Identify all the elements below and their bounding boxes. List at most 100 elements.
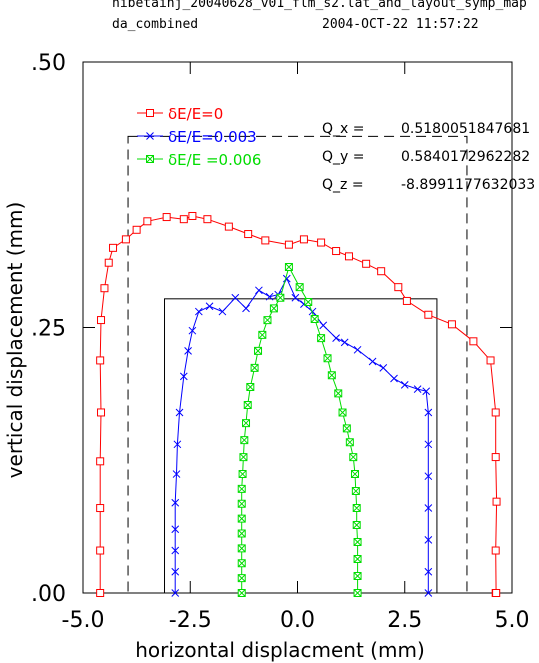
tune-value: 0.5180051847681 (401, 121, 530, 137)
data-point (237, 514, 246, 523)
data-point (353, 555, 362, 564)
data-point (173, 440, 182, 449)
data-point (344, 252, 353, 261)
series-1 (171, 274, 433, 597)
data-point (179, 215, 188, 224)
data-point (237, 589, 246, 597)
data-point (171, 589, 180, 597)
data-point (269, 304, 278, 313)
data-point (319, 321, 328, 330)
data-point (353, 589, 362, 597)
data-point (258, 330, 267, 339)
data-point (353, 538, 362, 547)
data-point (203, 215, 212, 224)
data-point (172, 470, 181, 478)
data-point (96, 589, 105, 597)
data-point (424, 536, 433, 544)
data-point (132, 225, 141, 234)
data-point (317, 238, 326, 247)
data-point (188, 211, 197, 220)
series-line (241, 265, 359, 593)
data-point (121, 235, 130, 244)
data-point (237, 574, 246, 583)
data-point (143, 217, 152, 226)
data-point (317, 334, 326, 343)
data-point (334, 389, 343, 398)
inner-aperture-box (164, 298, 438, 594)
data-point (254, 346, 263, 355)
data-point (345, 438, 354, 447)
y-tick-label: .50 (31, 51, 66, 76)
data-point (422, 387, 431, 396)
data-point (402, 296, 411, 305)
data-point (362, 259, 371, 268)
series-2 (237, 262, 362, 597)
tune-label: Q_x = (322, 121, 365, 137)
data-point (237, 484, 246, 493)
data-point (332, 247, 341, 256)
data-point (424, 567, 433, 576)
data-point (242, 304, 250, 313)
data-point (97, 316, 106, 325)
data-point (327, 371, 336, 380)
x-axis-label: horizontal displacment (mm) (135, 638, 425, 662)
data-point (146, 132, 154, 140)
data-point (353, 572, 362, 581)
data-point (400, 380, 409, 389)
series-0 (96, 211, 501, 597)
data-point (282, 274, 291, 283)
plot-frame (82, 61, 513, 594)
data-point (340, 338, 349, 347)
data-point (491, 408, 500, 417)
data-point (424, 472, 433, 481)
data-point (237, 559, 246, 568)
y-tick-label: .00 (31, 582, 66, 607)
tune-value: 0.5840172962282 (401, 149, 530, 165)
data-point (295, 283, 304, 292)
data-point (291, 293, 300, 302)
data-point (379, 364, 388, 372)
data-point (97, 408, 106, 417)
header-timestamp: 2004-OCT-22 11:57:22 (322, 17, 479, 32)
legend-label: δE/E =0.006 (168, 151, 261, 169)
data-point (194, 307, 203, 316)
x-tick-label: 5.0 (495, 608, 530, 633)
data-point (179, 372, 188, 381)
data-point (96, 457, 105, 466)
data-point (424, 589, 433, 597)
data-point (390, 374, 398, 383)
data-point (469, 337, 478, 346)
data-point (310, 315, 319, 324)
data-point (299, 235, 308, 244)
data-point (424, 310, 433, 319)
data-point (104, 258, 113, 267)
data-point (231, 293, 240, 302)
legend-label: δE/E=0 (168, 105, 223, 123)
data-point (486, 356, 495, 365)
data-point (96, 356, 105, 365)
tune-value: -8.8991177632033 (401, 177, 535, 193)
data-point (240, 436, 249, 445)
series-group (96, 211, 501, 597)
data-point (205, 302, 214, 311)
data-point (175, 408, 184, 417)
series-line (99, 215, 498, 594)
data-point (492, 497, 501, 506)
data-point (394, 283, 403, 292)
data-point (284, 240, 293, 249)
legend-label: δE/E=0.003 (168, 128, 257, 146)
data-point (377, 267, 386, 276)
data-point (238, 470, 247, 479)
data-point (171, 525, 180, 534)
data-point (424, 408, 433, 417)
data-point (171, 546, 180, 555)
data-point (184, 347, 192, 355)
data-point (146, 109, 154, 117)
data-point (162, 213, 171, 222)
legend: δE/E=0 δE/E=0.003 δE/E =0.006 (137, 105, 261, 169)
data-point (353, 345, 362, 354)
axis-ticks: -5.0 -2.5 0.0 2.5 5.0 .00 .25 .50 (31, 51, 530, 633)
data-point (492, 589, 501, 597)
data-point (218, 307, 227, 316)
